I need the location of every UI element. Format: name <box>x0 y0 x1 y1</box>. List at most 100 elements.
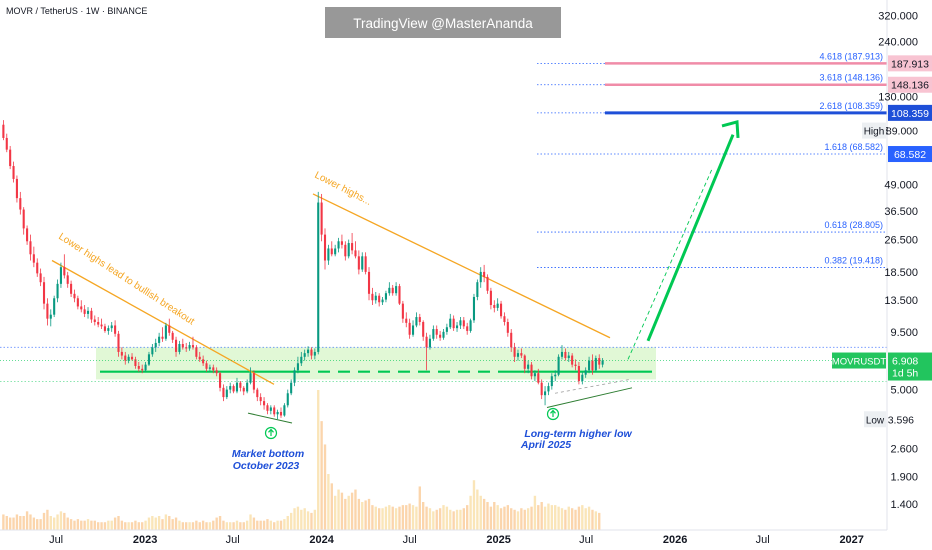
candle-body <box>185 347 188 349</box>
candle-body <box>212 367 215 371</box>
candle-body <box>395 286 398 294</box>
volume-bar <box>66 517 69 530</box>
volume-bar <box>42 512 46 530</box>
candle-body <box>263 401 266 406</box>
time-tick-label: 2025 <box>486 534 510 546</box>
volume-bar <box>306 511 310 530</box>
volume-bar <box>181 522 185 530</box>
high-tag-label: High <box>864 127 885 138</box>
candle-body <box>229 386 232 390</box>
volume-bar <box>543 506 547 530</box>
countdown-label: 1d 5h <box>892 368 918 380</box>
volume-bar <box>117 516 120 530</box>
volume-bar <box>313 509 317 530</box>
volume-bar <box>422 502 425 530</box>
trendline-lower-highs-right <box>312 193 611 339</box>
higher-low-marker <box>546 407 560 421</box>
up-arrow-icon <box>550 409 556 417</box>
candle-body <box>354 250 357 257</box>
candle-body <box>550 376 553 387</box>
fib-label-3.618: 3.618 (148.136) <box>819 73 883 83</box>
volume-bar <box>262 520 266 530</box>
volume-bar <box>303 508 306 530</box>
candle-body <box>46 303 49 319</box>
fib-price-tag-text-1.618: 68.582 <box>894 149 926 161</box>
volume-bar <box>300 509 303 530</box>
volume-bar <box>472 480 476 530</box>
candle-body <box>472 296 476 321</box>
candle-body <box>80 306 83 310</box>
high-value-label: 89.000 <box>886 126 918 138</box>
candle-body <box>533 373 536 377</box>
price-tick-label: 240.000 <box>878 36 918 48</box>
volume-bar <box>76 519 80 530</box>
candle-body <box>100 324 103 327</box>
fib-price-tag-1.618 <box>888 146 932 163</box>
price-tick-label: 26.500 <box>884 235 918 247</box>
volume-bar <box>560 508 564 530</box>
price-tick-label: 2.600 <box>890 443 918 455</box>
candle-body <box>300 356 303 364</box>
high-value-bg <box>888 122 932 139</box>
volume-bar <box>340 492 344 530</box>
volume-bar <box>120 520 124 530</box>
candle-body <box>435 329 438 335</box>
volume-bar <box>513 509 516 530</box>
volume-bar <box>391 506 394 530</box>
volume-bar <box>398 506 401 530</box>
volume-bar <box>256 520 259 530</box>
candle-body <box>249 373 252 383</box>
time-axis[interactable]: Jul 2023 Jul 2024 Jul 2025 Jul 2026 Jul 2027 <box>49 534 864 546</box>
symbol-header[interactable]: MOVR / TetherUS · 1W · BINANCE <box>6 6 147 16</box>
watermark-text: TradingView @MasterAnanda <box>353 16 533 31</box>
candle-body <box>544 391 547 396</box>
candle-body <box>523 355 526 369</box>
candle-body <box>161 336 164 339</box>
candle-body <box>452 318 455 329</box>
time-tick-label: Jul <box>756 534 770 546</box>
volume-bar <box>191 522 195 530</box>
candle-body <box>86 310 90 314</box>
candle-body <box>564 351 567 359</box>
candle-body <box>401 303 404 319</box>
fib-price-tag-4.618 <box>888 55 932 72</box>
volume-bar <box>259 520 262 530</box>
candle-body <box>83 309 86 314</box>
volume-bar <box>526 508 530 530</box>
candle-body <box>103 326 106 331</box>
candle-body <box>408 322 411 335</box>
volume-bar <box>198 522 201 530</box>
candle-body <box>405 318 408 323</box>
higher-low-dashed-line <box>554 379 631 394</box>
time-tick-label: Jul <box>226 534 240 546</box>
volume-bar <box>371 505 374 530</box>
volume-bar <box>86 519 90 530</box>
volume-bar <box>12 517 15 530</box>
candle-body <box>49 314 52 319</box>
candle-body <box>42 282 46 304</box>
candle-body <box>391 287 394 294</box>
volume-bar <box>49 516 52 530</box>
candle-body <box>445 327 448 332</box>
candle-body <box>588 360 591 371</box>
volume-bar <box>15 514 19 530</box>
volume-bar <box>547 503 550 530</box>
volume-bar <box>577 506 581 530</box>
candle-body <box>388 287 391 294</box>
volume-bar <box>435 509 438 530</box>
price-tick-label: 36.500 <box>884 206 918 218</box>
volume-bar <box>510 508 513 530</box>
volume-bar <box>570 508 574 530</box>
candle-body <box>168 325 171 333</box>
volume-bar <box>22 516 25 530</box>
volume-bar <box>205 522 208 530</box>
watermark-box <box>325 7 561 38</box>
candle-body <box>378 295 381 303</box>
volume-bar <box>533 495 537 530</box>
candle-body <box>259 397 262 402</box>
volume-bar <box>516 511 520 530</box>
volume-bar <box>466 505 469 530</box>
volume-bar <box>310 512 313 530</box>
candle-body <box>154 342 157 348</box>
